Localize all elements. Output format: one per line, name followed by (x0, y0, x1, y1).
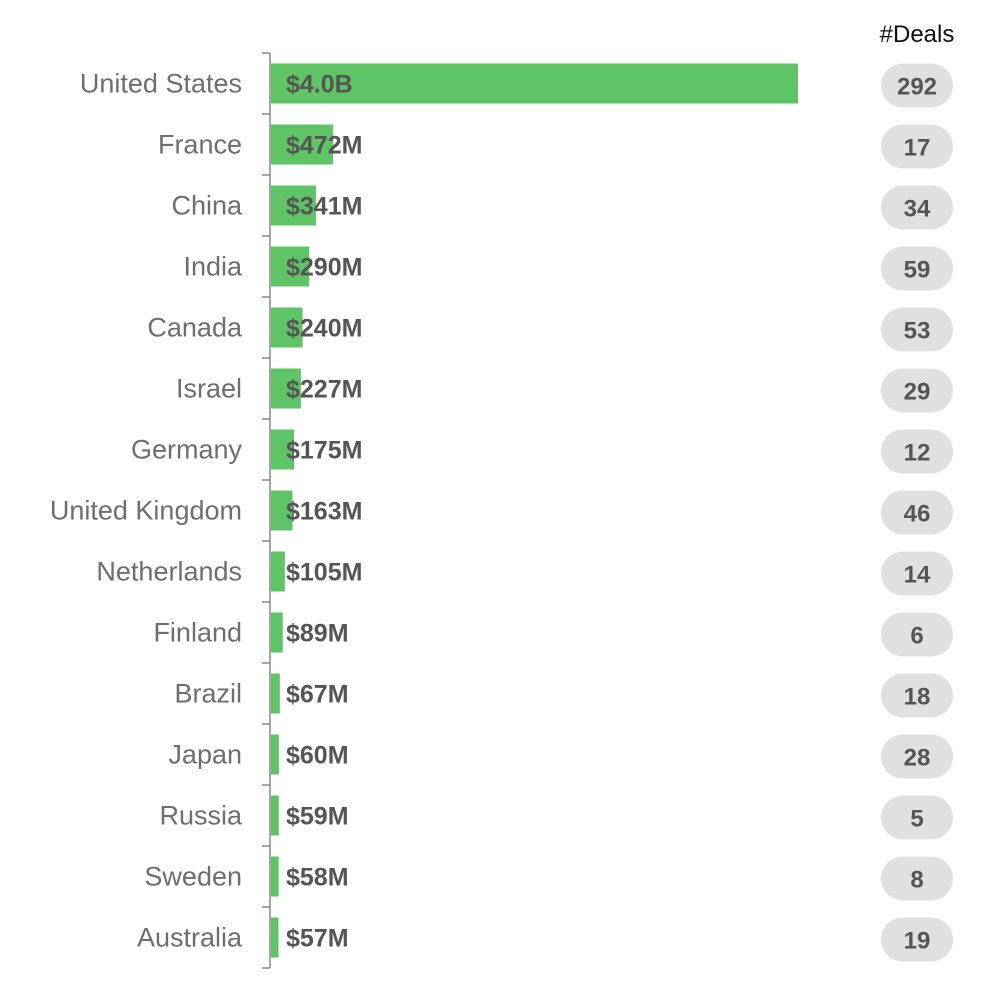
bar (271, 63, 798, 104)
value-label: $175M (286, 437, 362, 465)
deals-pill (881, 612, 953, 657)
deals-pills: 292 17 34 59 53 29 12 46 14 6 18 28 5 8 19 (881, 63, 953, 962)
y-axis (262, 52, 271, 969)
category-label: United Kingdom (50, 496, 242, 526)
deals-pill (881, 856, 953, 901)
deals-pill (881, 734, 953, 779)
labels: United States $4.0B France $472M China $341M I… (50, 69, 363, 953)
deals-count: 5 (910, 806, 923, 833)
deals-column-header: #Deals (880, 21, 955, 48)
category-label: Australia (137, 923, 243, 953)
category-label: Japan (168, 740, 242, 770)
value-label: $89M (286, 620, 349, 648)
category-label: Brazil (174, 679, 242, 709)
deals-pill (881, 307, 953, 352)
value-label: $58M (286, 864, 349, 892)
value-label: $227M (286, 376, 362, 404)
category-label: Russia (159, 801, 243, 831)
deals-count: 14 (904, 562, 931, 589)
deals-pill (881, 368, 953, 413)
deals-count: 12 (904, 440, 931, 467)
deals-pill (881, 917, 953, 962)
category-label: India (183, 252, 243, 282)
value-label: $59M (286, 803, 349, 831)
bar (271, 307, 303, 348)
deals-pill (881, 246, 953, 291)
bar (271, 490, 293, 531)
bars (271, 63, 798, 958)
category-label: Israel (176, 374, 242, 404)
value-label: $67M (286, 681, 349, 709)
value-label: $290M (286, 254, 362, 282)
category-label: Germany (131, 435, 243, 465)
deals-pill (881, 490, 953, 535)
deals-count: 19 (904, 928, 931, 955)
category-label: France (158, 130, 242, 160)
deals-count: 46 (904, 501, 931, 528)
bar (271, 734, 279, 775)
bar (271, 795, 279, 836)
bar (271, 246, 310, 287)
deals-count: 292 (897, 74, 937, 101)
deals-pill (881, 551, 953, 596)
deals-count: 28 (904, 745, 931, 772)
value-label: $240M (286, 315, 362, 343)
bar (271, 185, 316, 226)
deals-count: 8 (910, 867, 923, 894)
category-label: Netherlands (96, 557, 242, 587)
category-label: Finland (153, 618, 242, 648)
bar (271, 551, 285, 592)
value-label: $4.0B (286, 71, 353, 99)
value-label: $472M (286, 132, 362, 160)
deals-count: 53 (904, 318, 931, 345)
value-label: $341M (286, 193, 362, 221)
deals-pill (881, 63, 953, 108)
bar (271, 368, 301, 409)
bar (271, 856, 279, 897)
deals-count: 6 (910, 623, 923, 650)
bar (271, 612, 283, 653)
deals-count: 17 (904, 135, 931, 162)
deals-pill (881, 124, 953, 169)
value-label: $57M (286, 925, 349, 953)
value-label: $163M (286, 498, 362, 526)
category-label: China (171, 191, 243, 221)
category-label: Canada (147, 313, 243, 343)
deals-count: 18 (904, 684, 931, 711)
bar (271, 429, 295, 470)
deals-pill (881, 185, 953, 230)
value-label: $60M (286, 742, 349, 770)
bar (271, 124, 334, 165)
value-label: $105M (286, 559, 362, 587)
deals-pill (881, 673, 953, 718)
deals-count: 34 (904, 196, 931, 223)
category-label: United States (80, 69, 242, 99)
deals-count: 59 (904, 257, 931, 284)
deals-count: 29 (904, 379, 931, 406)
bar (271, 917, 279, 958)
deals-pill (881, 429, 953, 474)
deals-pill (881, 795, 953, 840)
category-label: Sweden (144, 862, 242, 892)
bar (271, 673, 280, 714)
